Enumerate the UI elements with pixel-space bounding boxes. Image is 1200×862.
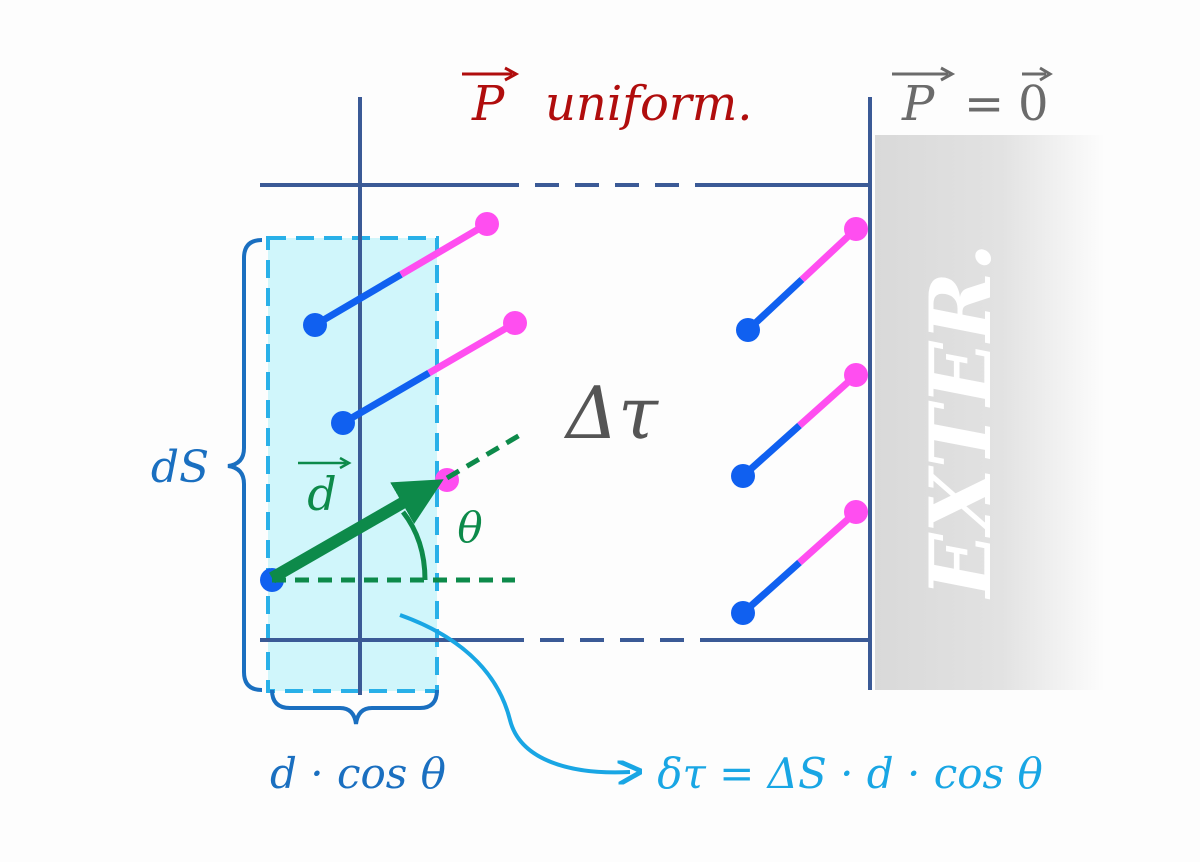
- frame: [260, 97, 872, 695]
- negative-charge: [331, 411, 355, 435]
- volume-label: Δτ: [563, 371, 659, 455]
- dipole-positive-half: [797, 509, 859, 566]
- surface-label: dS: [151, 442, 209, 493]
- projection-label: d · cos θ: [270, 749, 446, 798]
- negative-charge: [303, 313, 327, 337]
- svg-text:d: d: [307, 467, 336, 521]
- projection-brace: [270, 689, 439, 725]
- formula-label: δτ = ΔS · d · cos θ: [657, 749, 1043, 798]
- dipole-positive-half: [399, 220, 489, 278]
- title-text: uniform.: [545, 76, 753, 132]
- surface-brace: [227, 238, 263, 692]
- svg-text:0: 0: [1018, 76, 1049, 132]
- svg-text:P: P: [901, 76, 935, 132]
- dipole: [736, 217, 868, 342]
- dipole-axis-extension: [445, 432, 522, 481]
- formula-pointer-arrow: [399, 613, 630, 772]
- positive-charge: [503, 311, 527, 335]
- positive-charge: [844, 363, 868, 387]
- negative-charge: [731, 464, 755, 488]
- dipole-positive-half: [427, 319, 517, 377]
- positive-charge: [844, 217, 868, 241]
- title: P uniform.: [462, 66, 753, 132]
- dipole-vector-label: d: [298, 456, 352, 521]
- exterior-region: [875, 135, 1105, 690]
- volume-slab: [266, 236, 439, 693]
- dipole-negative-half: [313, 271, 403, 329]
- dipole: [731, 500, 868, 625]
- exterior-label: EXTER.: [911, 243, 1010, 600]
- dipole-positive-half: [799, 226, 859, 283]
- svg-text:=: =: [964, 76, 1004, 132]
- exterior-equation: P = 0: [892, 66, 1053, 132]
- dipole-negative-half: [341, 369, 431, 427]
- positive-charge: [475, 212, 499, 236]
- angle-arc: [401, 510, 428, 581]
- dipole-negative-half: [740, 422, 802, 479]
- dipole: [731, 363, 868, 488]
- dipole-vector-arrow: [269, 479, 444, 584]
- angle-label: θ: [457, 503, 482, 552]
- dipole: [331, 311, 527, 435]
- dipole-negative-half: [745, 276, 805, 333]
- dipole-positive-half: [797, 372, 859, 429]
- title-vector: P: [471, 76, 505, 132]
- dipole-negative-half: [740, 559, 802, 616]
- dipole: [303, 212, 499, 337]
- positive-charge: [844, 500, 868, 524]
- negative-charge: [736, 318, 760, 342]
- negative-charge: [731, 601, 755, 625]
